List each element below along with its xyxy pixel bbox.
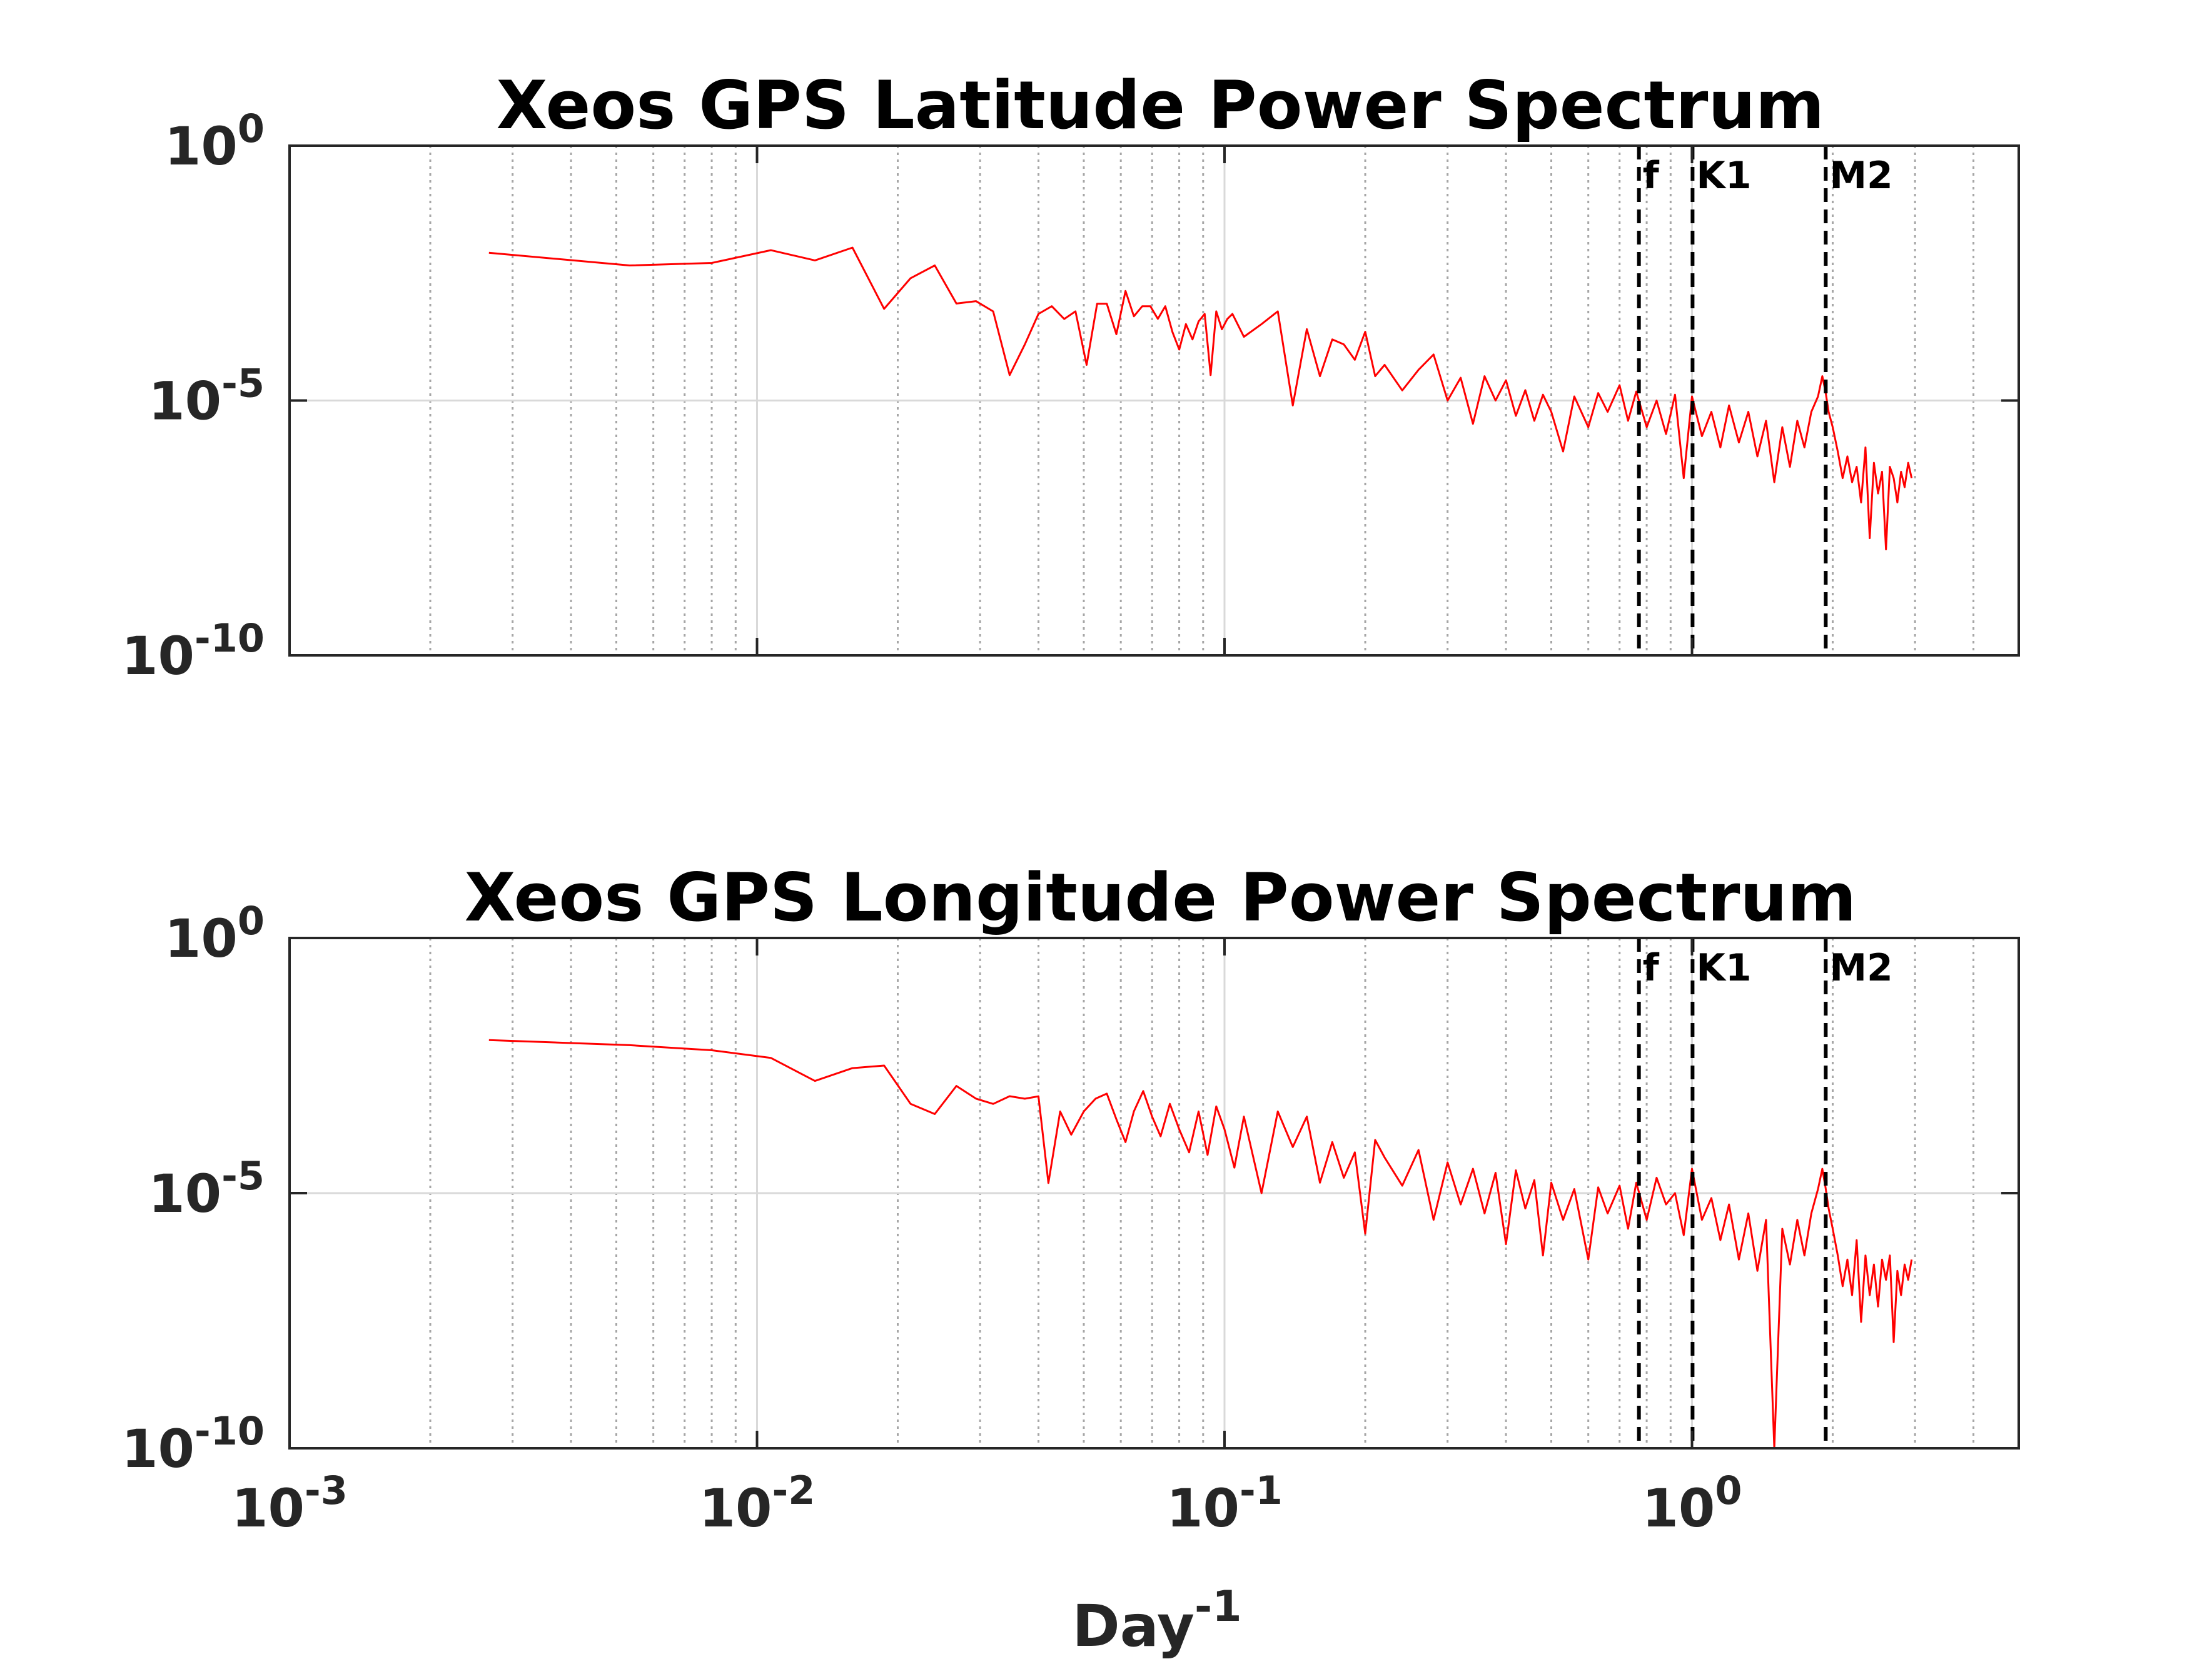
y-tick-label-base: 10	[121, 1418, 194, 1480]
annotation-label-f: f	[1643, 946, 1660, 990]
y-tick-label-exponent: -5	[221, 361, 265, 406]
x-tick-label-exponent: -2	[772, 1468, 816, 1513]
series-line-1	[488, 246, 1913, 550]
y-tick-label-base: 10	[164, 116, 238, 177]
x-tick-label-exponent: 0	[1715, 1468, 1742, 1513]
x-tick-label-base: 10	[699, 1478, 772, 1539]
y-tick-label-exponent: 0	[238, 106, 265, 151]
y-tick-label-exponent: -5	[221, 1153, 265, 1199]
chart-title: Xeos GPS Longitude Power Spectrum	[465, 859, 1857, 936]
series-line-1	[488, 1039, 1913, 1448]
x-axis-label: Day-1	[1072, 1582, 1241, 1659]
x-axis-label-exponent: -1	[1194, 1582, 1242, 1631]
annotation-label-k1: K1	[1696, 946, 1751, 990]
annotation-label-m2: M2	[1829, 154, 1892, 198]
y-tick-label-base: 10	[121, 625, 194, 687]
y-tick-label-exponent: 0	[238, 898, 265, 944]
x-tick-label: 10-1	[1166, 1468, 1283, 1539]
annotation-label-m2: M2	[1829, 946, 1892, 990]
y-tick-label-base: 10	[148, 1163, 221, 1224]
x-tick-label: 10-2	[699, 1468, 816, 1539]
grid	[290, 146, 2019, 655]
x-tick-label-exponent: -3	[305, 1468, 348, 1513]
y-tick-label: 10-5	[148, 1153, 265, 1224]
y-tick-label: 10-10	[121, 1408, 265, 1480]
y-tick-label: 10-5	[148, 361, 265, 432]
y-tick-label-base: 10	[148, 371, 221, 432]
y-tick-label-base: 10	[164, 908, 238, 969]
y-tick-label: 10-10	[121, 615, 265, 687]
x-tick-label-base: 10	[231, 1478, 305, 1539]
y-tick-label: 100	[164, 106, 265, 177]
x-axis-label-base: Day	[1072, 1593, 1194, 1659]
annotation-label-k1: K1	[1696, 154, 1751, 198]
grid	[290, 938, 2019, 1448]
x-tick-label-exponent: -1	[1240, 1468, 1283, 1513]
x-tick-label-base: 10	[1166, 1478, 1240, 1539]
x-tick-label: 100	[1642, 1468, 1742, 1539]
x-tick-label: 10-3	[231, 1468, 348, 1539]
y-tick-label: 100	[164, 898, 265, 969]
annotation-label-f: f	[1643, 154, 1660, 198]
y-tick-label-exponent: -10	[194, 1408, 265, 1454]
y-tick-label-exponent: -10	[194, 615, 265, 661]
chart-title: Xeos GPS Latitude Power Spectrum	[497, 67, 1825, 144]
x-tick-label-base: 10	[1642, 1478, 1715, 1539]
